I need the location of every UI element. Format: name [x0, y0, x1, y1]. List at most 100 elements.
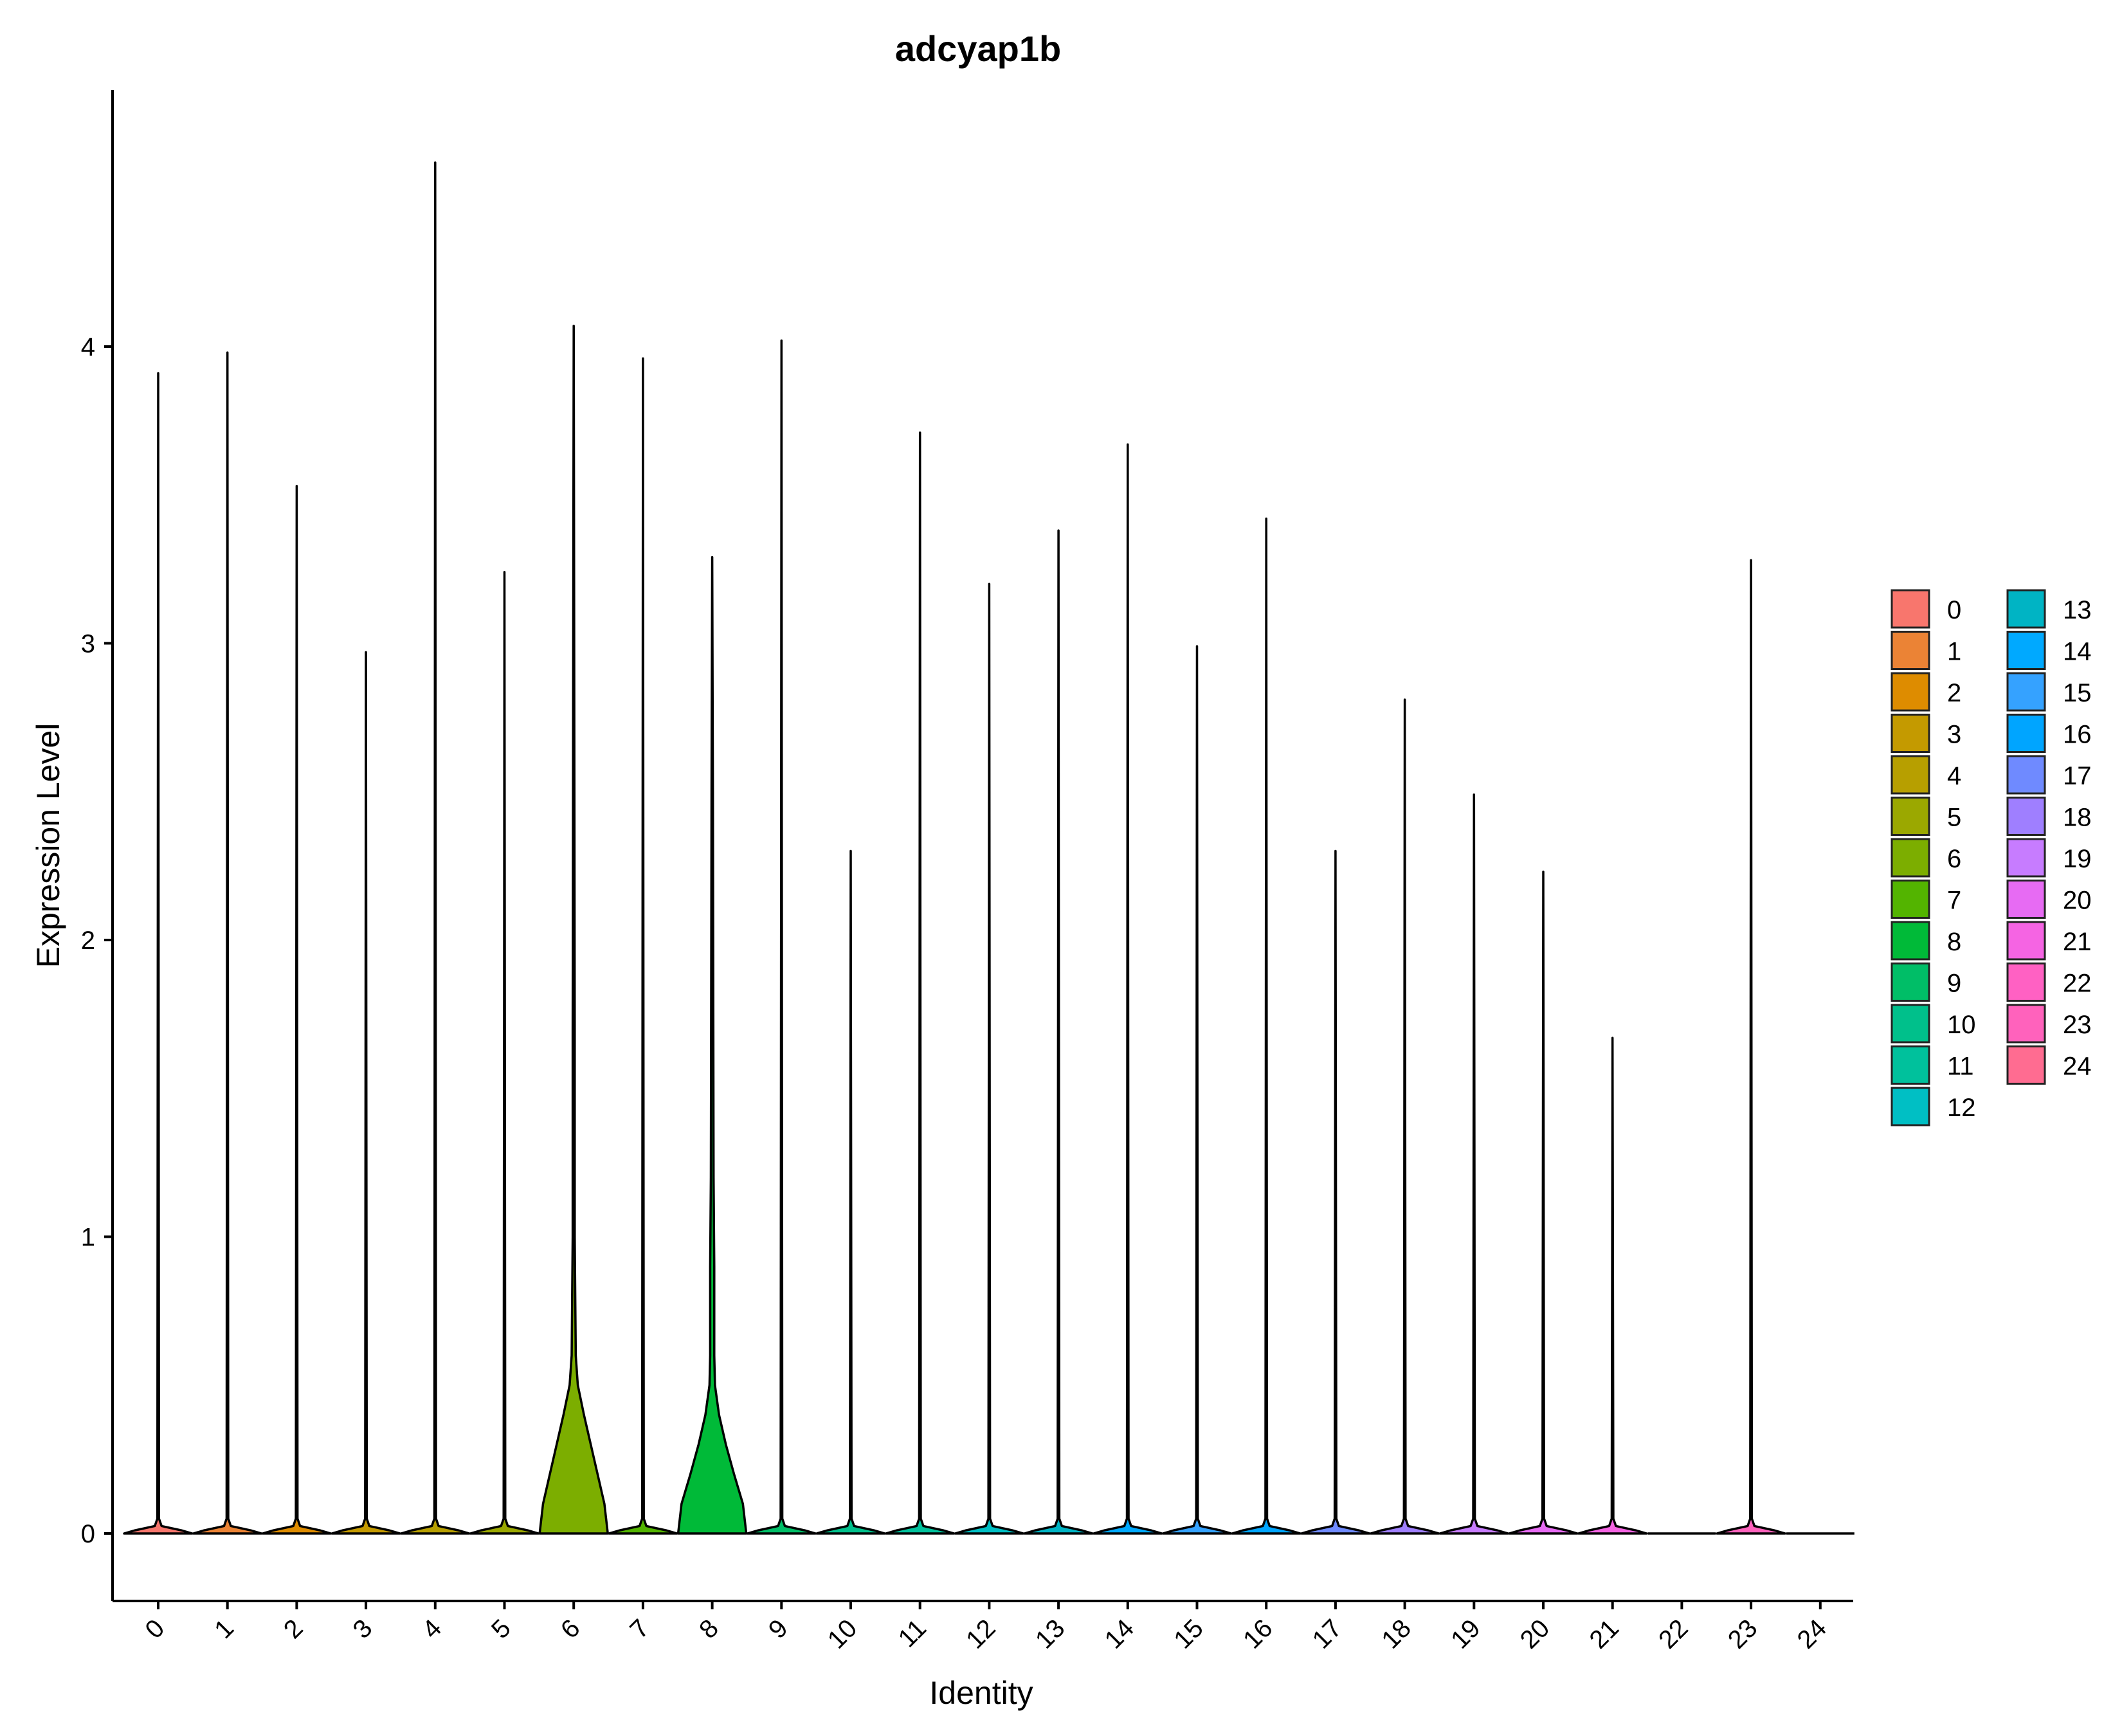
x-tick-label: 19	[1446, 1614, 1486, 1654]
x-tick-label: 18	[1376, 1614, 1417, 1654]
violin-7	[608, 357, 678, 1535]
y-tick-label: 4	[81, 333, 95, 361]
x-tick-label: 23	[1723, 1614, 1763, 1654]
legend-label-20: 20	[2063, 887, 2092, 915]
legend-swatch-14	[2006, 631, 2046, 670]
x-tick-label: 1	[209, 1614, 239, 1644]
legend-swatch-21	[2006, 921, 2046, 961]
y-axis-ticks: 0 1 2 3 4	[81, 333, 113, 1548]
legend-swatch-7	[1891, 880, 1930, 919]
violin-6	[538, 324, 609, 1535]
violin-group	[123, 161, 1854, 1535]
violin-18	[1369, 698, 1440, 1535]
legend-swatch-4	[1891, 755, 1930, 795]
violin-20	[1508, 871, 1579, 1535]
x-tick-label: 5	[486, 1614, 516, 1644]
x-tick-label: 2	[278, 1614, 309, 1644]
legend-swatch-15	[2006, 672, 2046, 712]
x-tick-label: 9	[763, 1614, 793, 1644]
x-tick-label: 20	[1515, 1614, 1555, 1654]
legend-swatch-0	[1891, 589, 1930, 629]
legend-label-4: 4	[1947, 762, 1961, 790]
x-tick-label: 21	[1584, 1614, 1624, 1654]
y-tick-label: 3	[81, 630, 95, 658]
violin-12	[954, 583, 1025, 1535]
legend-swatch-24	[2006, 1045, 2046, 1085]
legend-swatch-8	[1891, 921, 1930, 961]
x-tick-label: 12	[961, 1614, 1001, 1654]
legend-swatch-18	[2006, 797, 2046, 836]
legend-swatch-13	[2006, 589, 2046, 629]
x-axis-title: Identity	[929, 1675, 1033, 1711]
violin-19	[1438, 793, 1510, 1535]
x-tick-label: 4	[417, 1614, 447, 1644]
violin-16	[1231, 517, 1301, 1535]
x-tick-label: 22	[1653, 1614, 1694, 1654]
legend-swatch-2	[1891, 672, 1930, 712]
violin-17	[1300, 849, 1371, 1535]
x-tick-label: 8	[694, 1614, 724, 1644]
legend-label-19: 19	[2063, 845, 2092, 873]
legend-label-7: 7	[1947, 887, 1961, 915]
legend-swatch-17	[2006, 755, 2046, 795]
legend-swatch-6	[1891, 838, 1930, 878]
x-tick-label: 10	[822, 1614, 863, 1654]
legend-swatch-5	[1891, 797, 1930, 836]
x-tick-label: 24	[1792, 1614, 1833, 1654]
legend-label-17: 17	[2063, 762, 2092, 790]
x-tick-label: 14	[1100, 1614, 1140, 1654]
violin-1	[192, 351, 263, 1535]
violin-9	[746, 339, 817, 1535]
y-tick-label: 1	[81, 1224, 95, 1252]
legend-label-12: 12	[1947, 1094, 1976, 1122]
chart-title: adcyap1b	[895, 28, 1061, 69]
violin-23	[1716, 559, 1786, 1535]
violin-0	[123, 372, 194, 1535]
violin-8	[676, 556, 748, 1535]
violin-4	[400, 161, 471, 1535]
x-tick-label: 3	[348, 1614, 378, 1644]
x-tick-label: 0	[140, 1614, 170, 1644]
x-tick-label: 16	[1238, 1614, 1278, 1654]
violin-11	[884, 431, 956, 1535]
y-axis-title: Expression Level	[30, 723, 66, 968]
legend-label-5: 5	[1947, 804, 1961, 832]
x-tick-label: 15	[1168, 1614, 1209, 1654]
legend-label-16: 16	[2063, 721, 2092, 749]
violin-15	[1161, 645, 1233, 1535]
legend-label-8: 8	[1947, 928, 1961, 956]
legend-swatch-19	[2006, 838, 2046, 878]
legend-swatch-23	[2006, 1004, 2046, 1044]
x-axis-ticks: 0 1 2 3 4 5 6 7 8 9 10 11 12 13 14 15 16 17 18 19 20 21 22 23 24	[140, 1601, 1833, 1654]
legend-swatch-20	[2006, 880, 2046, 919]
legend-label-18: 18	[2063, 804, 2092, 832]
violin-14	[1093, 443, 1163, 1535]
legend-swatch-16	[2006, 714, 2046, 753]
legend-label-21: 21	[2063, 928, 2092, 956]
violin-3	[331, 651, 401, 1535]
legend-swatch-10	[1891, 1004, 1930, 1044]
legend-label-0: 0	[1947, 596, 1961, 624]
violin-10	[815, 849, 886, 1535]
x-tick-label: 6	[556, 1614, 586, 1644]
x-tick-label: 17	[1307, 1614, 1348, 1654]
legend-swatch-22	[2006, 963, 2046, 1002]
x-tick-label: 13	[1030, 1614, 1071, 1654]
violin-2	[261, 485, 332, 1535]
x-tick-label: 7	[624, 1614, 655, 1644]
violin-5	[469, 570, 540, 1535]
legend-label-6: 6	[1947, 845, 1961, 873]
legend-label-15: 15	[2063, 679, 2092, 707]
legend-label-3: 3	[1947, 721, 1961, 749]
legend-swatch-3	[1891, 714, 1930, 753]
y-tick-label: 2	[81, 927, 95, 955]
legend-label-9: 9	[1947, 970, 1961, 998]
legend-swatch-11	[1891, 1045, 1930, 1085]
violin-13	[1023, 529, 1094, 1535]
legend-label-14: 14	[2063, 638, 2092, 666]
legend-label-13: 13	[2063, 596, 2092, 624]
legend-label-11: 11	[1947, 1053, 1974, 1081]
legend-label-1: 1	[1947, 638, 1961, 666]
legend-label-24: 24	[2063, 1053, 2092, 1081]
